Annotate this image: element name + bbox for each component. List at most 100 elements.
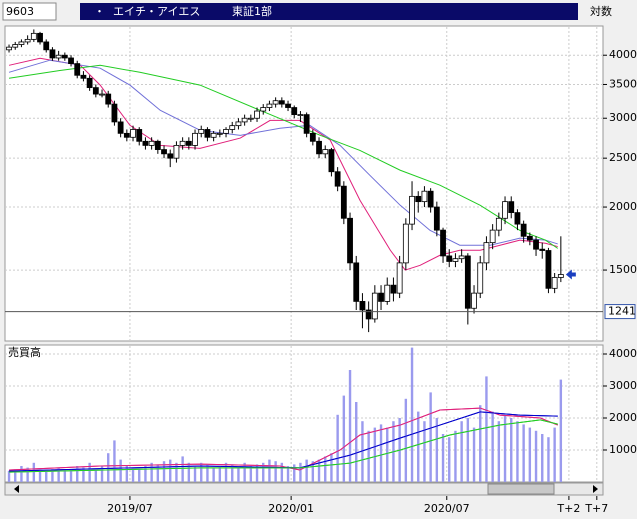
volume-bar [144, 466, 147, 482]
reference-box [604, 304, 636, 320]
volume-bar [162, 461, 166, 482]
candle-body [285, 103, 291, 108]
scroll-right[interactable] [593, 485, 598, 493]
volume-bar [460, 421, 463, 482]
volume-bar [472, 427, 476, 482]
candle-body [551, 277, 558, 289]
volume-bar [38, 469, 42, 482]
candle-body [433, 206, 440, 231]
volume-bar [367, 430, 370, 482]
volume-bar [429, 392, 432, 482]
volume-bar [317, 459, 321, 482]
candle-body [229, 125, 236, 130]
volume-bar [57, 467, 60, 482]
volume-bar [541, 434, 544, 482]
candle-body [508, 201, 515, 213]
candle-body [489, 229, 496, 244]
volume-bar [336, 414, 339, 482]
volume-bar [485, 376, 488, 482]
candle-body [198, 129, 205, 134]
volume-bar [348, 370, 352, 482]
volume-bar [330, 453, 333, 482]
volume-bar [448, 437, 451, 482]
volume-bar [386, 427, 389, 482]
volume-average [9, 411, 558, 472]
volume-bar [14, 469, 17, 482]
volume-bar [26, 467, 29, 482]
y-tick-label: 1500 [609, 263, 637, 276]
volume-bar [497, 421, 501, 482]
candle-body [43, 41, 50, 51]
candle-body [216, 132, 223, 135]
volume-bar [553, 427, 556, 482]
volume-bar [94, 469, 98, 482]
volume-average [9, 419, 558, 473]
code-box [2, 2, 57, 21]
volume-bar [510, 418, 513, 482]
volume-bar [45, 470, 48, 482]
scroll-thumb[interactable] [487, 483, 555, 495]
candle-body [322, 149, 329, 155]
volume-panel [4, 344, 604, 483]
x-tick-label: T+7 [584, 502, 608, 515]
candle-body [92, 87, 99, 95]
volume-bar [150, 462, 153, 482]
candle-body [309, 132, 316, 142]
candle-body [123, 132, 130, 138]
candle-body [557, 274, 564, 278]
volume-bar [255, 464, 259, 482]
volume-bar [107, 453, 110, 482]
candle-body [223, 129, 229, 134]
candle-body [365, 309, 372, 320]
volume-bar [503, 414, 507, 482]
candle-body [328, 149, 335, 173]
candle-body [247, 117, 254, 120]
candle-body [495, 217, 502, 231]
candle-body [452, 258, 459, 262]
volume-bar [20, 466, 23, 482]
candle-body [154, 140, 161, 150]
x-tick-label: 2019/07 [107, 502, 153, 515]
volume-bar [379, 424, 383, 482]
candle-body [167, 153, 174, 159]
volume-bar [274, 461, 277, 482]
candle-body [533, 239, 539, 250]
volume-bar [224, 462, 228, 482]
candle-body [136, 129, 143, 142]
candle-body [514, 212, 521, 225]
volume-bar [441, 434, 445, 482]
y-tick-label: 2500 [609, 151, 637, 164]
volume-bar [76, 466, 79, 482]
candle-body [74, 63, 81, 76]
x-tick-label: 2020/07 [424, 502, 470, 515]
volume-bar [534, 430, 538, 482]
candle-body [117, 121, 124, 134]
candle-body [111, 103, 118, 123]
volume-bar [32, 462, 36, 482]
moving-average [8, 59, 558, 246]
price-panel [4, 25, 604, 342]
candle-body [291, 107, 298, 116]
candle-body [173, 145, 180, 159]
candle-body [378, 292, 384, 302]
candle-body [371, 292, 378, 320]
candle-body [347, 217, 353, 264]
y-tick-label: 2000 [609, 411, 637, 424]
candle-body [30, 32, 37, 40]
volume-bar [547, 437, 550, 482]
scroll-left[interactable] [14, 485, 19, 493]
volume-bar [88, 462, 91, 482]
volume-bar [355, 402, 358, 482]
volume-bar [237, 466, 240, 482]
scrollbar[interactable] [4, 482, 604, 496]
candle-body [49, 49, 56, 59]
volume-average [9, 407, 558, 471]
volume-bar [100, 466, 104, 482]
scale-mode[interactable]: 対数 [590, 4, 612, 18]
volume-bar [181, 456, 184, 482]
candle-body [316, 140, 322, 155]
volume-bar [479, 405, 482, 482]
candle-body [272, 100, 279, 105]
reference-label: 1241 [608, 305, 636, 318]
candle-body [24, 38, 31, 43]
